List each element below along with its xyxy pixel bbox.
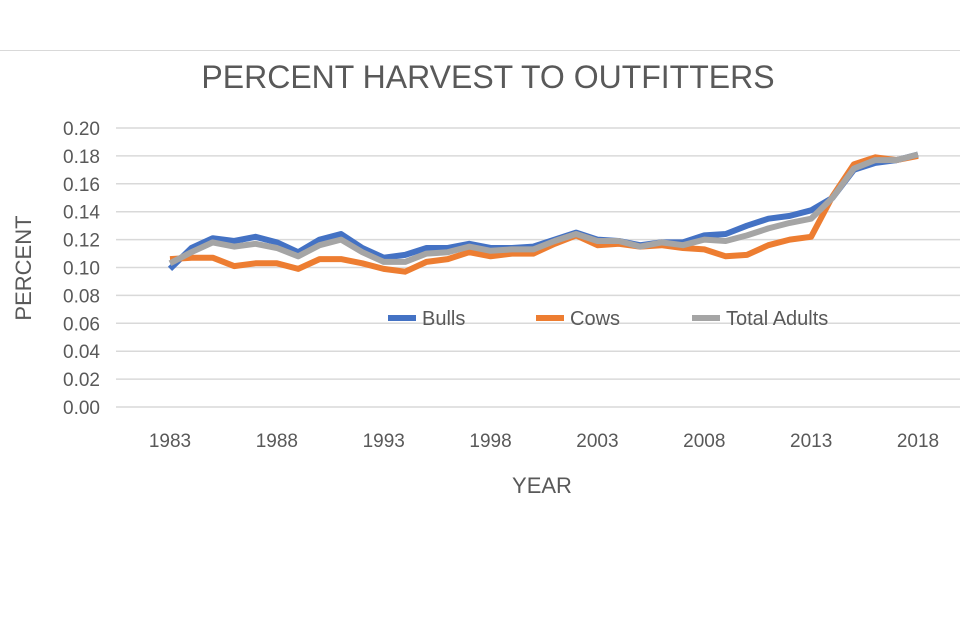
y-tick-label: 0.14: [63, 203, 100, 224]
series-lines: [167, 151, 919, 275]
y-axis-tick-labels: 0.00 0.02 0.04 0.06 0.08 0.10 0.12 0.14 0.16 0.18…: [63, 119, 100, 419]
y-axis-title: PERCENT: [11, 215, 36, 320]
series-line-cows: [169, 152, 919, 275]
y-tick-label: 0.20: [63, 119, 100, 140]
gridlines: [116, 127, 960, 408]
y-tick-label: 0.10: [63, 259, 100, 280]
x-tick-label: 1983: [149, 431, 191, 452]
x-tick-label: 2013: [790, 431, 832, 452]
x-tick-label: 1998: [469, 431, 511, 452]
x-tick-label: 2018: [897, 431, 939, 452]
x-tick-label: 2003: [576, 431, 618, 452]
y-tick-label: 0.08: [63, 286, 100, 307]
y-tick-label: 0.12: [63, 231, 100, 252]
x-axis-tick-labels: 1983 1988 1993 1998 2003 2008 2013 2018: [149, 431, 939, 452]
y-tick-label: 0.00: [63, 398, 100, 419]
x-tick-label: 1993: [363, 431, 405, 452]
chart-title: PERCENT HARVEST TO OUTFITTERS: [201, 59, 774, 95]
x-tick-label: 1988: [256, 431, 298, 452]
legend: Bulls Cows Total Adults: [388, 308, 828, 330]
series-line-total-adults: [168, 151, 919, 266]
y-tick-label: 0.02: [63, 370, 100, 391]
x-tick-label: 2008: [683, 431, 725, 452]
y-tick-label: 0.04: [63, 342, 100, 363]
y-tick-label: 0.16: [63, 175, 100, 196]
legend-label: Cows: [570, 308, 620, 330]
x-axis-title: YEAR: [512, 473, 572, 498]
legend-label: Bulls: [422, 308, 465, 330]
y-tick-label: 0.18: [63, 147, 100, 168]
top-divider: [0, 50, 960, 51]
y-tick-label: 0.06: [63, 314, 100, 335]
legend-label: Total Adults: [726, 308, 828, 330]
